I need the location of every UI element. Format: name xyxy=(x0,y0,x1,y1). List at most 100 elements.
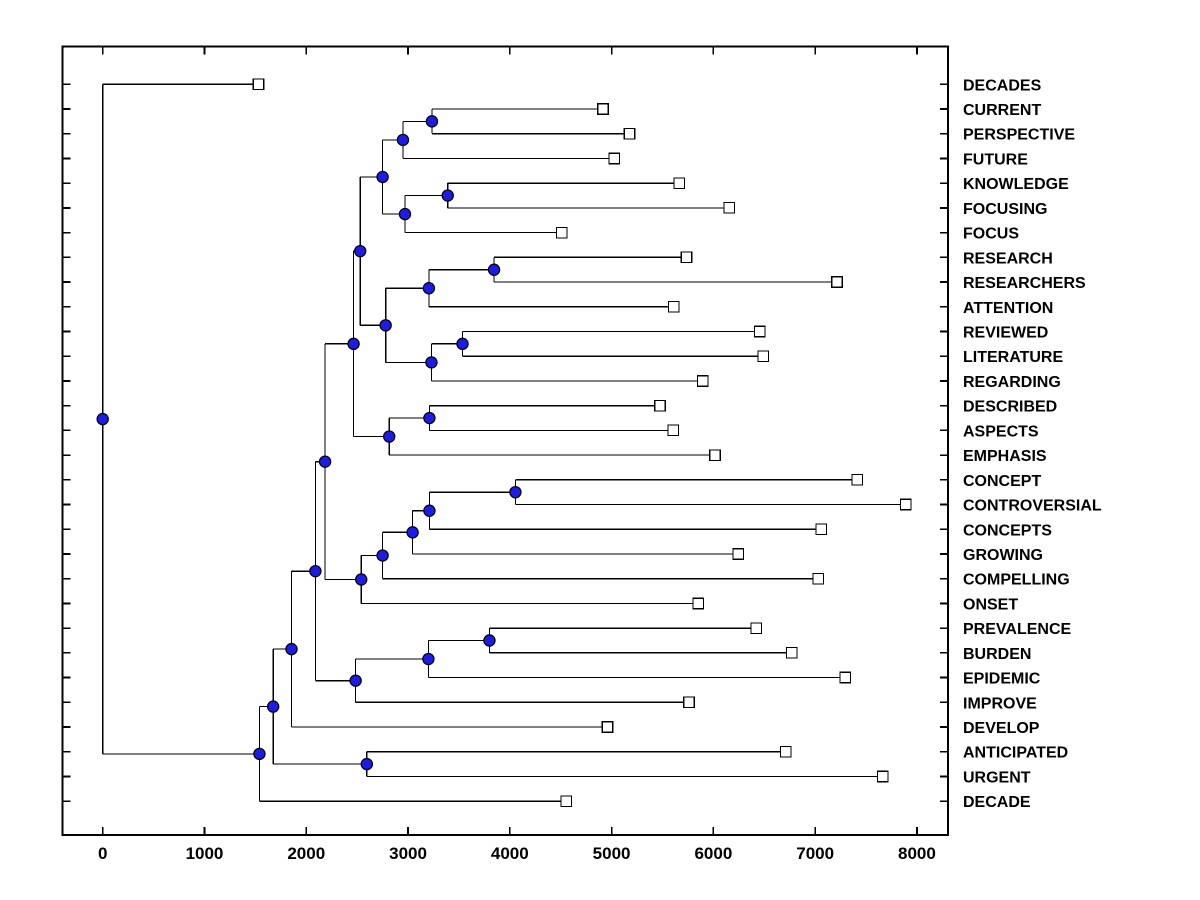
leaf-marker[interactable] xyxy=(709,449,721,461)
branch-node-marker[interactable] xyxy=(509,485,522,499)
leaf-label[interactable]: COMPELLING xyxy=(963,572,1070,589)
leaf-label[interactable]: CONCEPT xyxy=(963,473,1041,490)
leaf-marker[interactable] xyxy=(680,251,693,264)
leaf-label[interactable]: CURRENT xyxy=(963,102,1041,119)
x-tick-label: 8000 xyxy=(898,844,936,863)
branch-node-marker[interactable] xyxy=(376,549,389,562)
leaf-label[interactable]: KNOWLEDGE xyxy=(963,176,1069,193)
leaf-label[interactable]: ONSET xyxy=(963,596,1018,613)
branch-node-marker[interactable] xyxy=(347,337,360,351)
branch-node-marker[interactable] xyxy=(360,757,374,771)
branch-node-marker[interactable] xyxy=(487,263,501,276)
branch-node-marker[interactable] xyxy=(423,504,436,517)
leaf-label[interactable]: BURDEN xyxy=(963,646,1031,663)
leaf-label[interactable]: GROWING xyxy=(963,547,1043,564)
leaf-marker[interactable] xyxy=(831,276,843,288)
branch-node-marker[interactable] xyxy=(396,133,410,147)
branch-node-marker[interactable] xyxy=(483,634,496,647)
leaf-label[interactable]: FUTURE xyxy=(963,151,1028,168)
leaf-marker[interactable] xyxy=(899,498,912,511)
leaf-label[interactable]: REGARDING xyxy=(963,374,1061,391)
leaf-label[interactable]: PERSPECTIVE xyxy=(963,127,1075,144)
axes-box xyxy=(61,45,949,836)
branch-node-marker[interactable] xyxy=(355,573,368,586)
leaf-marker[interactable] xyxy=(252,78,265,91)
x-tick-label: 0 xyxy=(98,844,107,863)
leaf-label[interactable]: CONTROVERSIAL xyxy=(963,498,1102,515)
leaf-marker[interactable] xyxy=(667,424,680,437)
branch-node-marker[interactable] xyxy=(376,170,389,184)
leaf-marker[interactable] xyxy=(608,152,620,165)
leaf-marker[interactable] xyxy=(839,671,852,684)
leaf-label[interactable]: ASPECTS xyxy=(963,423,1039,440)
leaf-label[interactable]: DECADE xyxy=(963,794,1031,811)
leaf-label[interactable]: CONCEPTS xyxy=(963,522,1052,539)
leaf-label[interactable]: ANTICIPATED xyxy=(963,745,1068,762)
branch-node-marker[interactable] xyxy=(422,282,436,295)
branch-node-marker[interactable] xyxy=(383,430,396,443)
branch-node-marker[interactable] xyxy=(318,455,332,468)
leaf-label[interactable]: PREVALENCE xyxy=(963,621,1071,638)
leaf-marker[interactable] xyxy=(750,622,762,634)
leaf-marker[interactable] xyxy=(597,103,609,115)
leaf-marker[interactable] xyxy=(757,350,770,363)
branch-node-marker[interactable] xyxy=(456,337,469,351)
leaf-marker[interactable] xyxy=(683,696,695,709)
leaf-label[interactable]: IMPROVE xyxy=(963,695,1037,712)
x-tick-label: 1000 xyxy=(186,844,224,863)
x-tick-label: 6000 xyxy=(694,844,732,863)
leaf-marker[interactable] xyxy=(560,795,573,808)
leaf-marker[interactable] xyxy=(753,325,766,338)
x-tick-label: 7000 xyxy=(796,844,834,863)
leaf-label[interactable]: DEVELOP xyxy=(963,720,1040,737)
leaf-marker[interactable] xyxy=(779,745,792,758)
branch-node-marker[interactable] xyxy=(422,652,435,666)
leaf-marker[interactable] xyxy=(623,127,636,140)
leaf-label[interactable]: RESEARCHERS xyxy=(963,275,1086,292)
leaf-marker[interactable] xyxy=(555,226,568,239)
leaf-marker[interactable] xyxy=(876,770,889,783)
leaf-label[interactable]: LITERATURE xyxy=(963,349,1063,366)
x-tick-label: 5000 xyxy=(593,844,631,863)
branch-node-marker[interactable] xyxy=(96,412,109,426)
leaf-marker[interactable] xyxy=(785,647,798,659)
branch-node-marker[interactable] xyxy=(423,411,436,425)
branch-node-marker[interactable] xyxy=(266,700,280,713)
branch-node-marker[interactable] xyxy=(425,115,439,128)
branch-node-marker[interactable] xyxy=(379,319,392,332)
branch-node-marker[interactable] xyxy=(285,642,298,656)
leaf-label[interactable]: DESCRIBED xyxy=(963,399,1057,416)
leaf-marker[interactable] xyxy=(696,375,709,387)
leaf-marker[interactable] xyxy=(601,721,614,733)
leaf-label[interactable]: URGENT xyxy=(963,769,1031,786)
leaf-label[interactable]: RESEARCH xyxy=(963,250,1053,267)
leaf-marker[interactable] xyxy=(851,473,864,486)
branch-node-marker[interactable] xyxy=(406,526,419,539)
branch-node-marker[interactable] xyxy=(441,189,454,202)
leaf-marker[interactable] xyxy=(812,572,825,585)
branch-node-marker[interactable] xyxy=(349,674,362,687)
leaf-marker[interactable] xyxy=(815,523,828,536)
branch-node-marker[interactable] xyxy=(309,564,322,578)
leaf-marker[interactable] xyxy=(673,177,686,190)
leaf-label[interactable]: EPIDEMIC xyxy=(963,671,1041,688)
branch-node-marker[interactable] xyxy=(425,356,438,369)
branch-node-marker[interactable] xyxy=(253,747,266,761)
x-tick-label: 4000 xyxy=(491,844,529,863)
leaf-label[interactable]: FOCUS xyxy=(963,226,1019,243)
leaf-marker[interactable] xyxy=(732,548,745,560)
leaf-marker[interactable] xyxy=(723,202,736,214)
leaf-label[interactable]: ATTENTION xyxy=(963,300,1053,317)
leaf-label[interactable]: REVIEWED xyxy=(963,325,1048,342)
branch-node-marker[interactable] xyxy=(354,244,367,258)
leaf-marker[interactable] xyxy=(692,597,704,610)
branch-node-marker[interactable] xyxy=(398,207,412,221)
leaf-label[interactable]: EMPHASIS xyxy=(963,448,1047,465)
leaf-label[interactable]: DECADES xyxy=(963,77,1042,94)
leaf-marker[interactable] xyxy=(654,399,666,412)
leaf-marker[interactable] xyxy=(667,300,680,313)
x-tick-label: 3000 xyxy=(389,844,427,863)
x-tick-label: 2000 xyxy=(287,844,325,863)
leaf-label[interactable]: FOCUSING xyxy=(963,201,1047,218)
